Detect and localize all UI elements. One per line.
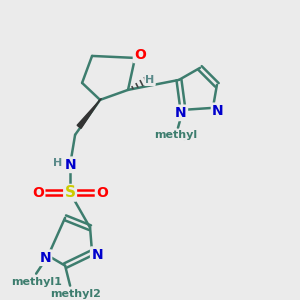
Text: N: N: [91, 248, 103, 262]
Text: O: O: [134, 48, 146, 62]
Text: S: S: [64, 185, 76, 200]
Polygon shape: [77, 100, 100, 128]
Text: O: O: [32, 186, 44, 200]
Text: N: N: [212, 104, 224, 118]
Text: methyl: methyl: [161, 132, 191, 141]
Text: N: N: [175, 106, 187, 120]
Text: N: N: [39, 251, 51, 265]
Text: methyl1: methyl1: [11, 277, 61, 286]
Text: H: H: [146, 75, 154, 85]
Text: H: H: [53, 158, 63, 168]
Text: O: O: [96, 186, 108, 200]
Text: methyl2: methyl2: [50, 289, 100, 298]
Text: methyl: methyl: [154, 130, 197, 140]
Text: N: N: [64, 158, 76, 172]
